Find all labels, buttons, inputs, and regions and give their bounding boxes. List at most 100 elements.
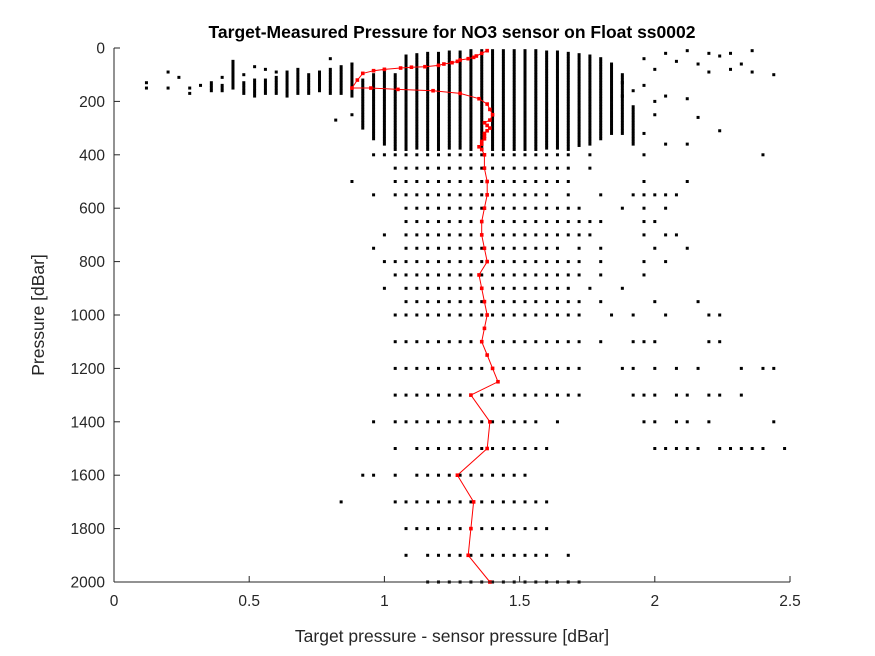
scatter-point [469,89,473,93]
scatter-point [512,49,516,53]
scatter-point [415,122,419,126]
scatter-point [523,59,527,63]
scatter-point [566,54,570,58]
mean-line-marker [485,313,489,317]
scatter-point [447,58,451,62]
scatter-point [566,107,570,111]
scatter-point [436,70,440,74]
scatter-point [480,83,484,87]
scatter-point [610,107,614,111]
scatter-point [393,166,397,170]
scatter-point [144,81,148,85]
scatter-point [545,119,549,123]
scatter-point [566,59,570,63]
scatter-point [610,129,614,133]
scatter-point [296,83,300,87]
scatter-point [501,91,505,95]
scatter-point [458,153,462,157]
scatter-point [469,67,473,71]
scatter-point [599,83,603,87]
scatter-point [285,89,289,93]
scatter-point [469,300,473,304]
scatter-point [491,153,495,157]
scatter-point [599,97,603,101]
scatter-point [415,146,419,150]
scatter-point [534,75,538,79]
scatter-point [469,97,473,101]
scatter-point [393,366,397,370]
mean-line-marker [482,299,487,304]
scatter-point [480,97,484,101]
scatter-point [447,106,451,110]
scatter-point [566,139,570,143]
scatter-point [372,126,376,130]
mean-line-marker [479,139,484,144]
scatter-point [296,67,300,71]
scatter-point [458,300,462,304]
scatter-point [372,121,376,125]
scatter-point [599,107,603,111]
scatter-point [415,273,419,277]
scatter-point [426,139,430,143]
scatter-point [469,126,473,130]
scatter-point [447,119,451,123]
scatter-point [501,142,505,146]
scatter-point [523,78,527,82]
scatter-point [555,133,559,137]
scatter-point [274,75,278,79]
scatter-point [285,81,289,85]
scatter-point [512,89,516,93]
scatter-point [328,78,332,82]
scatter-point [642,57,646,61]
scatter-point [512,527,516,531]
scatter-point [372,134,376,138]
scatter-point [393,420,397,424]
scatter-point [469,500,473,504]
scatter-point [512,273,516,277]
mean-line-marker [360,71,365,76]
scatter-point [436,73,440,77]
scatter-point [426,126,430,130]
scatter-point [577,98,581,102]
scatter-point [674,420,678,424]
scatter-point [750,70,754,74]
scatter-point [491,102,495,106]
scatter-point [480,75,484,79]
scatter-point [501,137,505,141]
scatter-point [404,166,408,170]
scatter-point [523,473,527,477]
scatter-point [566,260,570,264]
scatter-point [512,102,516,106]
scatter-point [512,220,516,224]
scatter-point [231,73,235,77]
scatter-point [523,83,527,87]
scatter-point [534,139,538,143]
scatter-point [436,118,440,122]
scatter-point [404,246,408,250]
scatter-point [296,78,300,82]
scatter-point [447,55,451,59]
scatter-point [599,65,603,69]
scatter-point [447,206,451,210]
scatter-point [545,93,549,97]
scatter-point [458,206,462,210]
scatter-point [685,246,689,250]
scatter-point [610,99,614,103]
scatter-point [588,166,592,170]
scatter-point [458,286,462,290]
scatter-point [534,129,538,133]
scatter-point [436,393,440,397]
scatter-point [599,260,603,264]
scatter-point [372,113,376,117]
scatter-point [372,102,376,106]
scatter-point [577,101,581,105]
scatter-point [512,65,516,69]
scatter-point [404,366,408,370]
scatter-point [523,97,527,101]
scatter-point [404,260,408,264]
scatter-point [501,180,505,183]
scatter-point [491,286,495,290]
scatter-point [501,139,505,143]
mean-line-marker [442,62,446,66]
scatter-point [426,107,430,111]
